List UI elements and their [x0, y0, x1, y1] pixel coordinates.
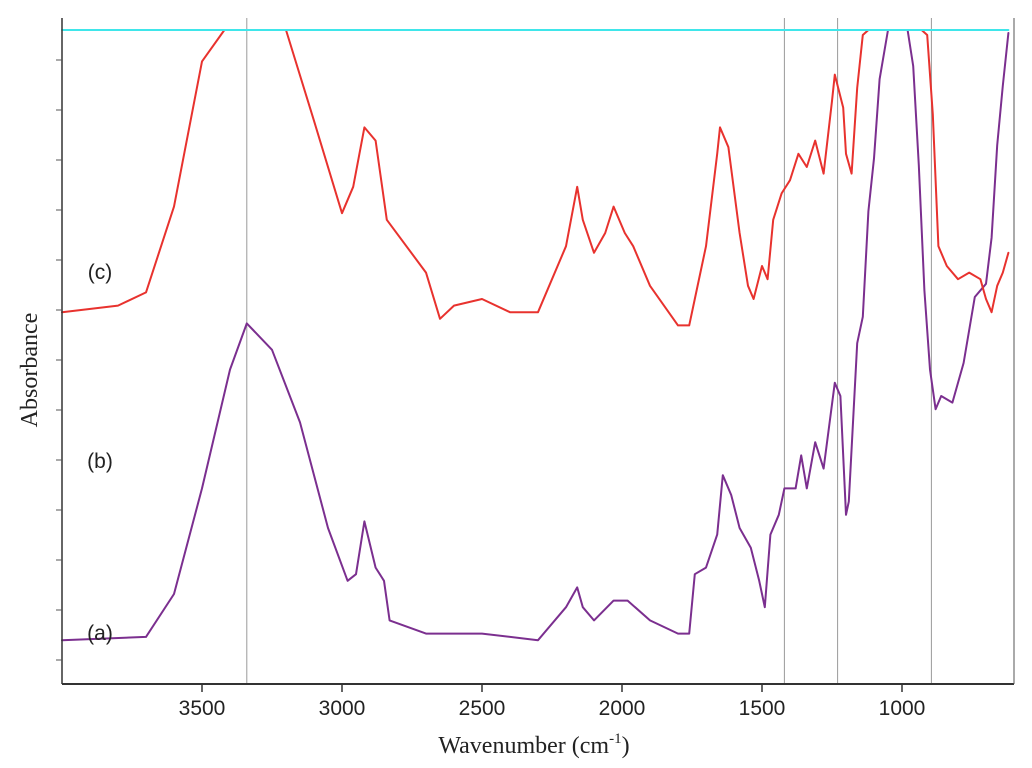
- series-line-1: [61, 29, 1010, 327]
- x-ticks: 3500 3000 2500 2000 1500 1000: [179, 684, 926, 720]
- x-axis-title: Wavenumber (cm-1): [438, 731, 629, 759]
- y-ticks: [56, 59, 62, 661]
- reference-lines: [246, 18, 932, 684]
- x-tick-label: 1500: [739, 697, 786, 720]
- trace-label: (c): [88, 261, 113, 284]
- x-tick-label: 2000: [599, 697, 646, 720]
- y-axis-title: Absorbance: [17, 313, 43, 428]
- series-group: [61, 29, 1010, 642]
- trace-label: (a): [87, 622, 113, 645]
- x-tick-label: 3500: [179, 697, 226, 720]
- trace-labels: (a) (b) (c): [87, 261, 113, 645]
- x-tick-label: 1000: [879, 697, 926, 720]
- x-tick-label: 2500: [459, 697, 506, 720]
- x-tick-label: 3000: [319, 697, 366, 720]
- trace-label: (b): [87, 450, 113, 473]
- series-line-0: [61, 29, 1010, 642]
